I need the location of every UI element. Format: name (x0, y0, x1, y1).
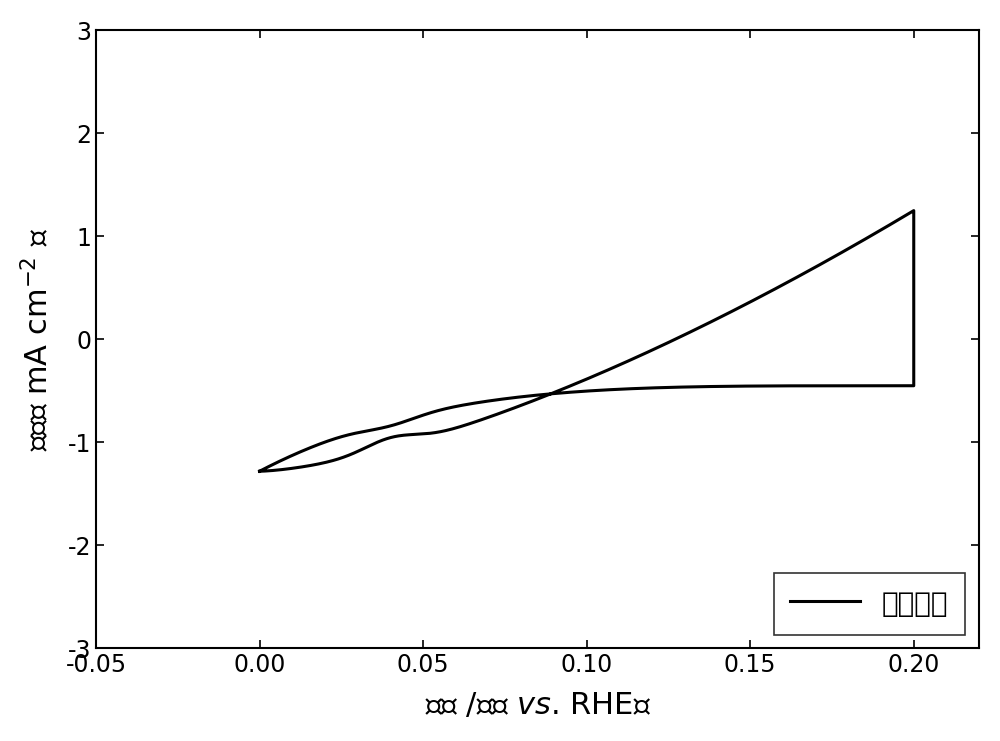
氮气饱和 (387, 433, 399, 442)
氮气饱和 (663, 383, 675, 392)
Legend: 氮气饱和: 氮气饱和 (774, 574, 965, 634)
氮气饱和 (517, 392, 529, 401)
氮气饱和 (783, 277, 795, 286)
X-axis label: 电位 /（伏 $\mathit{vs}$. RHE）: 电位 /（伏 $\mathit{vs}$. RHE） (425, 691, 651, 720)
氮气饱和 (541, 390, 553, 399)
氮气饱和 (830, 251, 842, 260)
Y-axis label: 电流（ mA cm$^{-2}$ ）: 电流（ mA cm$^{-2}$ ） (21, 227, 54, 451)
氮气饱和 (254, 467, 266, 476)
氮气饱和 (908, 206, 920, 215)
氮气饱和 (254, 467, 266, 476)
Line: 氮气饱和: 氮气饱和 (260, 210, 914, 471)
